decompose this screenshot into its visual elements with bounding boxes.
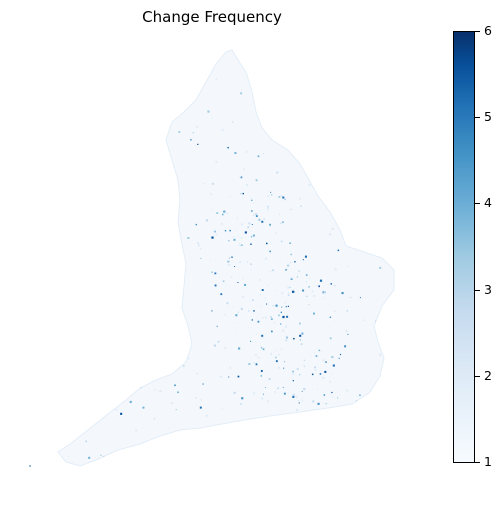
colorbar-tick bbox=[475, 375, 480, 377]
england-landmass bbox=[57, 49, 395, 467]
colorbar-tick bbox=[475, 462, 480, 463]
colorbar-tick-label: 6 bbox=[484, 23, 492, 38]
colorbar-tick-label: 1 bbox=[484, 454, 492, 469]
colorbar-tick bbox=[475, 203, 480, 205]
colorbar-tick-label: 5 bbox=[484, 109, 492, 125]
colorbar-tick-label: 4 bbox=[484, 195, 492, 211]
colorbar-tick-label: 2 bbox=[484, 367, 492, 383]
offshore-island bbox=[29, 465, 31, 467]
colorbar-tick bbox=[475, 31, 480, 32]
colorbar-tick bbox=[475, 289, 480, 291]
colorbar-tick-label: 3 bbox=[484, 281, 492, 297]
colorbar-tick bbox=[475, 117, 480, 119]
map-title: Change Frequency bbox=[142, 8, 282, 26]
colorbar bbox=[453, 31, 475, 463]
